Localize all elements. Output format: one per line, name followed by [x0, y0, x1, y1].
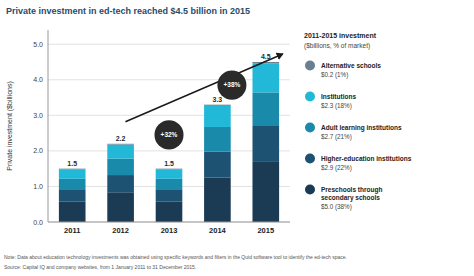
- bar-segment: [107, 143, 134, 145]
- bar-segment: [204, 105, 231, 106]
- bar-segment: [107, 145, 134, 159]
- title: Private investment in ed-tech reached $4…: [6, 6, 250, 16]
- legend-share: $2.9 (22%): [321, 164, 352, 172]
- legend-label-line: Institutions: [321, 93, 356, 100]
- grid-line: [48, 44, 290, 45]
- bar-segment: [156, 168, 183, 170]
- note: Note: Data about education technology in…: [4, 254, 347, 260]
- x-tick-label: 2013: [161, 226, 178, 235]
- x-tick-label: 2011: [64, 226, 80, 235]
- bar-segment: [252, 62, 279, 64]
- legend-label: Preschools throughsecondary schools: [321, 186, 382, 202]
- bars: [59, 62, 279, 222]
- bar-segment: [59, 169, 86, 179]
- legend-swatch: [305, 123, 315, 133]
- bar-segment: [252, 92, 279, 126]
- legend-share: $5.0 (38%): [321, 203, 352, 211]
- legend-share: $2.7 (21%): [321, 133, 352, 141]
- bar-segment: [59, 179, 86, 190]
- legend-subtitle: ($billions, % of market): [304, 42, 370, 50]
- legend-title: 2011-2015 investment: [304, 32, 377, 39]
- legend-label-line: Preschools through: [321, 186, 382, 194]
- bar-segment: [204, 177, 231, 222]
- legend-label: Alternative schools: [321, 62, 381, 69]
- bar-segment: [204, 152, 231, 178]
- y-tick-label: 0.0: [33, 219, 43, 226]
- bar-segment: [107, 192, 134, 222]
- bar-segment: [252, 161, 279, 222]
- y-tick-label: 5.0: [33, 41, 43, 48]
- bar-segment: [156, 179, 183, 190]
- bar-segment: [204, 106, 231, 127]
- legend-label: Higher-education institutions: [321, 155, 412, 163]
- bar-segment: [59, 190, 86, 202]
- bar-segment: [107, 159, 134, 175]
- bar-segment: [156, 169, 183, 179]
- total-label: 4.5: [261, 53, 271, 60]
- total-label: 1.5: [67, 160, 77, 167]
- legend-label: Adult learning institutions: [321, 124, 402, 132]
- note: Source: Capital IQ and company websites,…: [4, 264, 196, 270]
- bar-segment: [107, 175, 134, 192]
- bar-segment: [156, 190, 183, 202]
- legend-share: $0.2 (1%): [321, 71, 348, 79]
- annotation-bubble: [217, 71, 246, 100]
- chart: Private investment in ed-tech reached $4…: [0, 0, 474, 276]
- bar-segment: [156, 202, 183, 222]
- bar-segment: [59, 202, 86, 222]
- x-tick-label: 2012: [112, 226, 129, 235]
- legend-label-line: Alternative schools: [321, 62, 381, 69]
- y-tick-label: 1.0: [33, 183, 43, 190]
- bar-segment: [59, 168, 86, 170]
- total-label: 3.3: [213, 96, 223, 103]
- total-label: 1.5: [164, 160, 174, 167]
- y-tick-label: 2.0: [33, 147, 43, 154]
- y-axis-label: Private investment ($billions): [6, 81, 14, 170]
- y-tick-label: 3.0: [33, 112, 43, 119]
- legend-swatch: [305, 61, 315, 71]
- bar-segment: [252, 126, 279, 161]
- bar-segment: [252, 64, 279, 93]
- legend-label: Institutions: [321, 93, 356, 100]
- legend-share: $2.3 (18%): [321, 102, 352, 110]
- legend-label-line: Higher-education institutions: [321, 155, 412, 163]
- x-tick-label: 2014: [209, 226, 227, 235]
- y-tick-label: 4.0: [33, 76, 43, 83]
- legend-swatch: [305, 92, 315, 102]
- legend-label-line: Adult learning institutions: [321, 124, 402, 132]
- x-tick-label: 2015: [257, 226, 274, 235]
- trend-arrow: [125, 54, 282, 122]
- legend-swatch: [305, 154, 315, 164]
- legend-label-line: secondary schools: [321, 194, 380, 202]
- y-axis-line: [48, 30, 49, 222]
- grid: [48, 44, 290, 222]
- legend-swatch: [305, 185, 315, 195]
- annotation-bubble: [154, 120, 183, 149]
- total-label: 2.2: [116, 135, 126, 142]
- legend: 2011-2015 investment ($billions, % of mar…: [304, 32, 412, 211]
- bar-segment: [204, 127, 231, 152]
- x-axis-line: [48, 222, 290, 223]
- grid-line: [48, 222, 290, 223]
- annotation-text: +38%: [224, 81, 241, 88]
- annotation-text: +32%: [161, 131, 178, 138]
